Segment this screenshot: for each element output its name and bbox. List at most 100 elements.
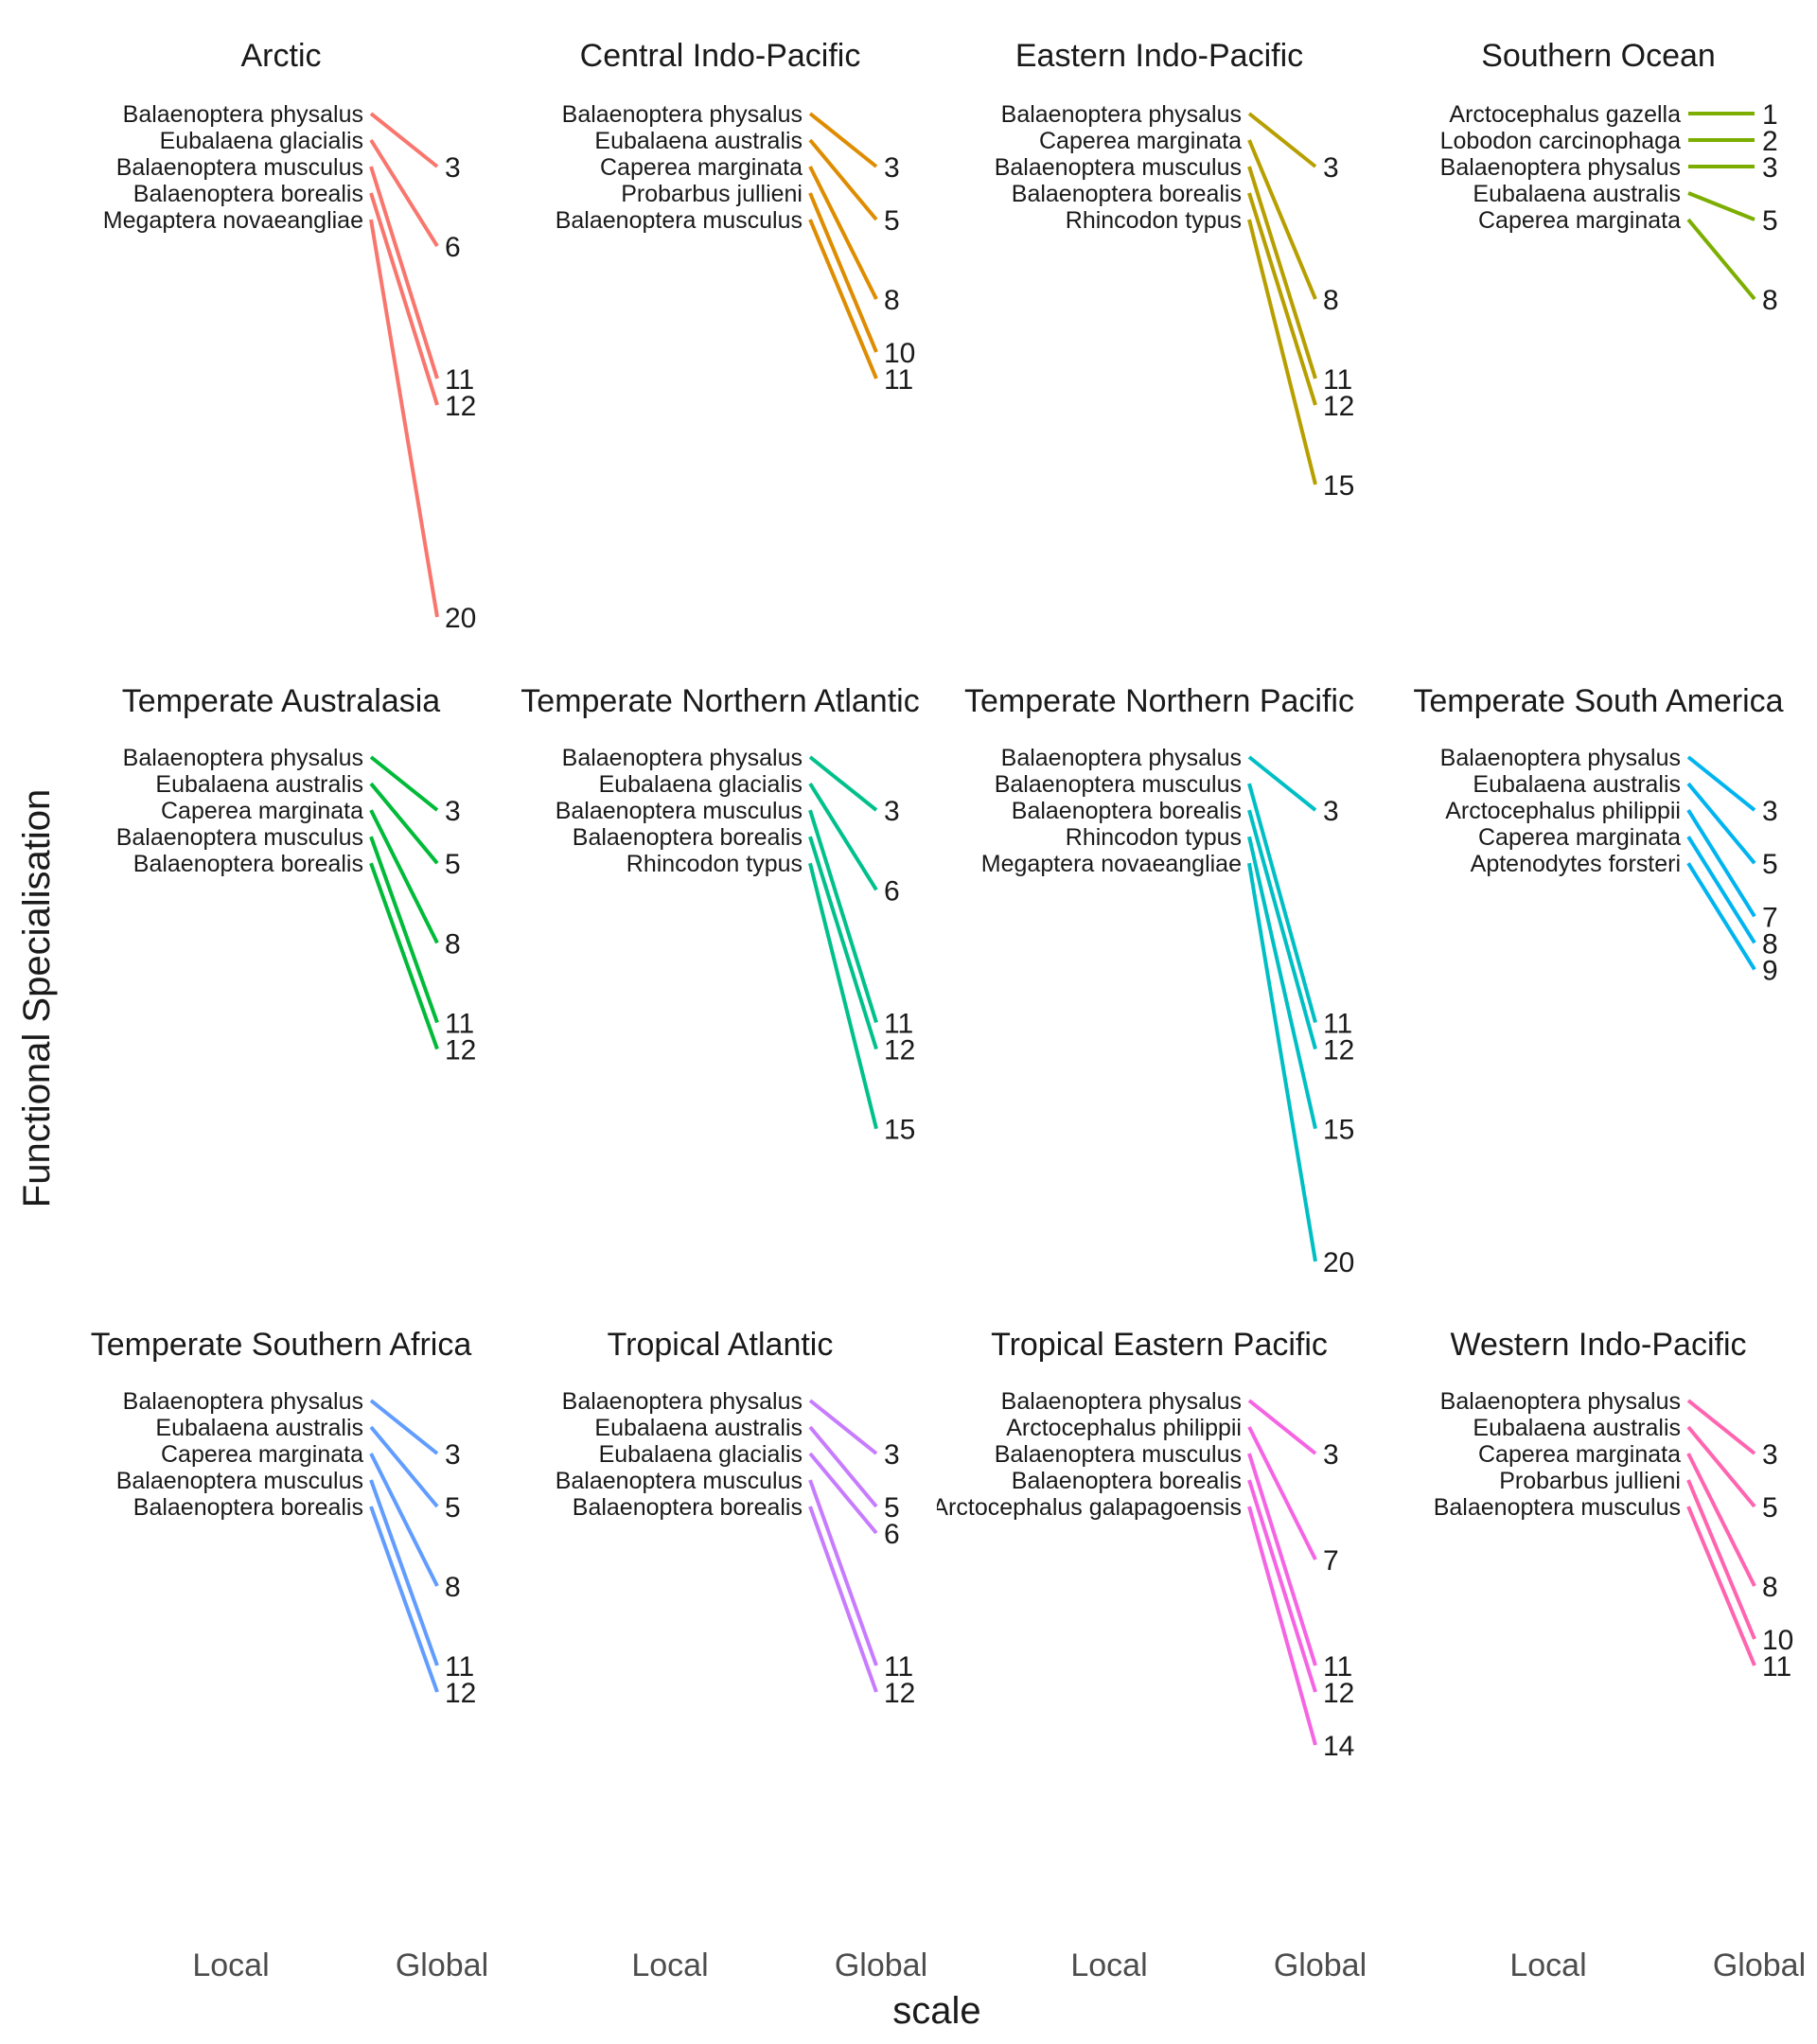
slope-line: [369, 219, 439, 618]
species-label: Balaenoptera borealis: [133, 851, 363, 877]
slope-line: [808, 782, 878, 891]
facet-panel: Arctic Balaenoptera physalus 3 Eubalaena gl…: [103, 38, 477, 634]
global-rank-label: 12: [1323, 391, 1354, 422]
x-tick-label-local: Local: [192, 1947, 269, 1983]
species-label: Balaenoptera physalus: [123, 101, 363, 128]
species-label: Eubalaena australis: [594, 1415, 803, 1441]
species-label: Balaenoptera borealis: [133, 181, 363, 207]
global-rank-label: 3: [445, 796, 461, 827]
facet-panel: Tropical Eastern Pacific Balaenoptera phy…: [937, 1327, 1354, 1762]
slope-line: [1247, 1399, 1317, 1455]
facet-panel: Temperate Australasia Balaenoptera physal…: [116, 683, 477, 1066]
facet-title: Western Indo-Pacific: [1450, 1327, 1746, 1363]
global-rank-label: 3: [1323, 796, 1339, 827]
species-label: Balaenoptera borealis: [133, 1494, 363, 1521]
global-rank-label: 3: [1762, 152, 1778, 184]
facet-title: Southern Ocean: [1481, 38, 1716, 74]
slope-line: [808, 1479, 878, 1666]
slope-line: [369, 1506, 439, 1693]
facet-panel: Temperate Northern Atlantic Balaenoptera …: [520, 683, 919, 1146]
global-rank-label: 8: [1762, 928, 1778, 960]
global-rank-label: 15: [1323, 470, 1354, 502]
global-rank-label: 12: [445, 1035, 476, 1066]
species-label: Lobodon carcinophaga: [1440, 128, 1681, 154]
slope-line: [808, 192, 878, 353]
global-rank-label: 5: [1762, 849, 1778, 880]
slope-line: [1247, 1426, 1317, 1560]
global-rank-label: 11: [445, 1651, 474, 1683]
slope-line: [1247, 219, 1317, 485]
global-rank-label: 8: [884, 285, 900, 316]
facet-panel: Temperate South America Balaenoptera phys…: [1413, 683, 1783, 986]
slope-line: [1687, 191, 1755, 221]
species-label: Eubalaena australis: [594, 128, 803, 154]
slope-line: [808, 755, 878, 812]
global-rank-label: 12: [445, 391, 476, 422]
global-rank-label: 5: [445, 1492, 461, 1524]
species-label: Balaenoptera musculus: [556, 207, 803, 234]
global-rank-label: 12: [884, 1035, 915, 1066]
facet-panel: Temperate Northern Pacific Balaenoptera p…: [964, 683, 1354, 1278]
species-label: Eubalaena australis: [1473, 181, 1681, 207]
slope-line: [369, 138, 439, 248]
slope-line: [1247, 836, 1317, 1130]
slope-line: [1686, 1453, 1756, 1587]
x-tick-label-global: Global: [396, 1947, 488, 1983]
global-rank-label: 3: [1762, 796, 1778, 827]
global-rank-label: 11: [445, 364, 474, 396]
species-label: Balaenoptera musculus: [995, 771, 1242, 798]
slope-line: [808, 219, 878, 379]
species-label: Balaenoptera physalus: [1440, 154, 1681, 181]
global-rank-label: 12: [884, 1678, 915, 1709]
slope-line: [369, 166, 439, 379]
slope-line: [1686, 1399, 1756, 1455]
facet-panel: Eastern Indo-Pacific Balaenoptera physalu…: [995, 38, 1355, 502]
global-rank-label: 7: [1323, 1545, 1339, 1577]
slope-line: [369, 192, 439, 406]
species-label: Caperea marginata: [1039, 128, 1242, 154]
species-label: Eubalaena glacialis: [599, 1441, 803, 1468]
slope-line: [369, 1479, 439, 1666]
species-label: Eubalaena australis: [1473, 771, 1681, 798]
facet-title: Temperate Southern Africa: [91, 1327, 472, 1363]
species-label: Eubalaena australis: [155, 1415, 363, 1441]
facet-panel: Tropical Atlantic Balaenoptera physalus 3 E…: [556, 1327, 916, 1709]
slope-line: [1247, 139, 1317, 300]
species-label: Balaenoptera borealis: [573, 824, 803, 851]
y-axis-title: Functional Specialisation: [16, 789, 58, 1207]
slope-line: [808, 836, 878, 1050]
facet-title: Temperate Australasia: [122, 683, 440, 719]
species-label: Caperea marginata: [1478, 207, 1681, 234]
global-rank-label: 12: [1323, 1035, 1354, 1066]
slope-line: [808, 1506, 878, 1693]
global-rank-label: 3: [884, 1439, 900, 1471]
species-label: Balaenoptera musculus: [116, 1468, 363, 1494]
slope-line: [1686, 1425, 1756, 1508]
global-rank-label: 11: [1323, 1651, 1352, 1683]
facet-title: Central Indo-Pacific: [580, 38, 861, 74]
slope-line: [369, 1453, 439, 1587]
slope-line: [1686, 782, 1756, 865]
slope-line: [1686, 1479, 1756, 1640]
species-label: Eubalaena australis: [155, 771, 363, 798]
x-tick-label-global: Global: [1713, 1947, 1806, 1983]
facet-title: Temperate Northern Atlantic: [520, 683, 919, 719]
x-tick-label-global: Global: [835, 1947, 927, 1983]
species-label: Caperea marginata: [1478, 824, 1681, 851]
global-rank-label: 8: [445, 1572, 461, 1603]
global-rank-label: 8: [1762, 285, 1778, 316]
species-label: Eubalaena glacialis: [160, 128, 363, 154]
global-rank-label: 3: [1762, 1439, 1778, 1471]
species-label: Balaenoptera physalus: [562, 1388, 803, 1415]
slope-line: [1686, 218, 1756, 301]
species-label: Balaenoptera musculus: [116, 154, 363, 181]
slope-line: [369, 862, 439, 1050]
species-label: Eubalaena glacialis: [599, 771, 803, 798]
species-label: Probarbus jullieni: [621, 181, 803, 207]
global-rank-label: 8: [1762, 1572, 1778, 1603]
species-label: Rhincodon typus: [1066, 824, 1242, 851]
species-label: Arctocephalus gazella: [1449, 101, 1681, 128]
facet-title: Tropical Atlantic: [608, 1327, 834, 1363]
species-label: Balaenoptera musculus: [556, 1468, 803, 1494]
